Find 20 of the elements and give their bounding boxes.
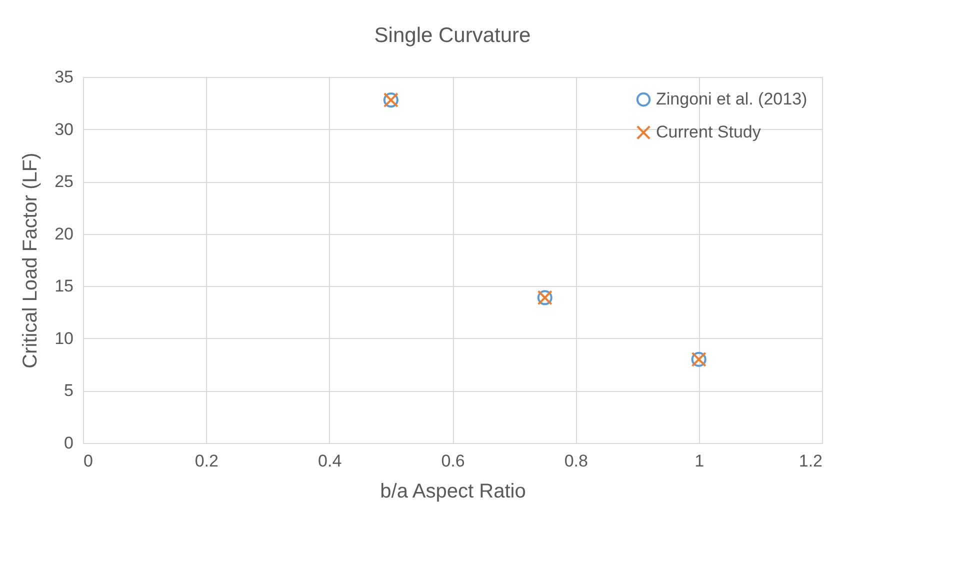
x-tick-label: 0.8 (564, 452, 588, 470)
y-tick-label: 30 (54, 120, 74, 139)
legend-label: Current Study (656, 122, 762, 142)
x-tick-label: 1 (694, 452, 704, 470)
y-tick-label: 20 (54, 224, 74, 244)
y-tick-label: 5 (64, 381, 74, 400)
y-tick-label: 0 (64, 434, 74, 452)
x-tick-label: 0.6 (441, 452, 465, 470)
x-axis-title: b/a Aspect Ratio (380, 480, 526, 502)
y-tick-label: 25 (54, 172, 74, 192)
y-axis-title: Critical Load Factor (LF) (20, 152, 42, 368)
y-tick-label: 15 (54, 276, 74, 296)
x-tick-label: 0 (84, 452, 93, 470)
y-tick-label: 10 (54, 328, 74, 348)
chart-title: Single Curvature (374, 24, 531, 47)
x-tick-label: 0.2 (194, 452, 218, 470)
y-tick-label: 35 (54, 68, 74, 86)
x-tick-label: 1.2 (798, 452, 822, 470)
x-tick-label: 0.4 (318, 452, 342, 470)
legend-label: Zingoni et al. (2013) (656, 90, 808, 108)
